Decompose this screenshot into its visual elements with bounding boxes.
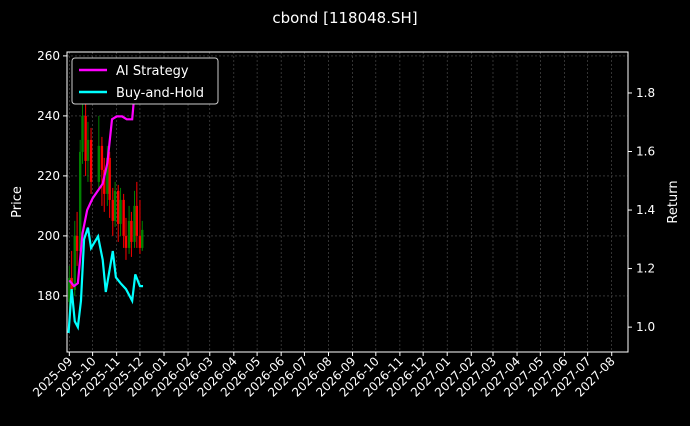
price-bar xyxy=(75,235,79,251)
legend-label-buy-and-hold: Buy-and-Hold xyxy=(116,86,204,101)
price-bar xyxy=(113,190,117,221)
price-bar xyxy=(111,199,114,221)
legend-box xyxy=(71,57,219,105)
chart-title: cbond [118048.SH] xyxy=(272,9,417,27)
price-bar xyxy=(84,115,87,161)
price-bar xyxy=(122,199,125,236)
price-bar xyxy=(97,145,101,182)
price-bar xyxy=(81,115,84,152)
price-bar xyxy=(106,157,109,194)
series-line-ai-strategy xyxy=(68,63,140,288)
plot-frame xyxy=(66,51,629,353)
price-bar xyxy=(73,235,76,290)
price-bar xyxy=(89,139,93,182)
y-tick-label: 260 xyxy=(37,49,60,63)
price-bar xyxy=(78,151,82,251)
price-bar xyxy=(141,229,144,248)
y-tick-label: 220 xyxy=(37,169,60,183)
price-bar xyxy=(138,235,142,248)
price-bar xyxy=(135,205,139,236)
x-axis: 2025-092025-102025-112025-122026-012026-… xyxy=(30,352,618,400)
return-lines xyxy=(67,63,144,334)
y-axis-label: Price xyxy=(10,186,25,218)
price-bar xyxy=(119,199,122,224)
y-axis-right: 1.0 1.2 1.4 1.6 1.8 xyxy=(628,86,655,334)
price-bar xyxy=(103,169,106,194)
price-bar xyxy=(127,220,131,248)
price-bar xyxy=(117,190,120,224)
y2-tick-label: 1.2 xyxy=(636,262,655,276)
price-bar xyxy=(130,220,133,242)
legend-label-ai-strategy: AI Strategy xyxy=(116,64,189,79)
y-tick-label: 240 xyxy=(37,109,60,123)
price-bar xyxy=(124,235,128,248)
price-bars xyxy=(68,91,144,320)
y-tick-label: 200 xyxy=(37,229,60,243)
y2-axis-label: Return xyxy=(666,180,681,223)
price-bar xyxy=(86,139,90,161)
y2-tick-label: 1.0 xyxy=(636,320,655,334)
price-bar xyxy=(108,157,111,200)
y-axis-left: 180 200 220 240 260 xyxy=(37,49,67,303)
series-line-buy-and-hold xyxy=(67,227,144,334)
legend: AI Strategy Buy-and-Hold xyxy=(71,57,219,105)
y2-tick-label: 1.8 xyxy=(636,86,655,100)
price-bar xyxy=(133,205,136,242)
price-bar xyxy=(68,277,71,302)
y2-tick-label: 1.4 xyxy=(636,203,655,217)
y2-tick-label: 1.6 xyxy=(636,145,655,159)
price-bar xyxy=(100,145,104,170)
y-tick-label: 180 xyxy=(37,289,60,303)
